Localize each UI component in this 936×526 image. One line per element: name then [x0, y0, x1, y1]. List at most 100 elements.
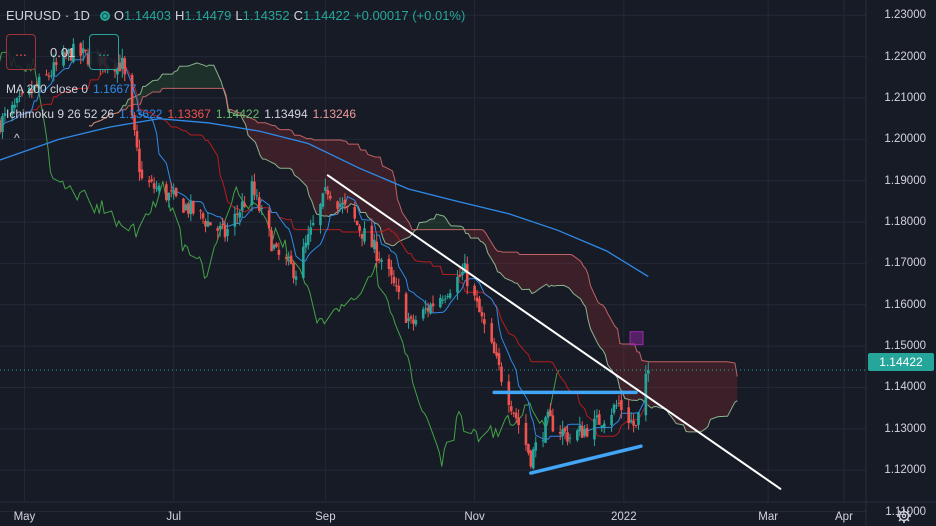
candle-body — [346, 206, 349, 208]
ichimoku-legend[interactable]: Ichimoku 9 26 52 26 1.13622 1.13367 1.14422… — [6, 107, 361, 121]
candle-body — [221, 223, 224, 225]
candle-body — [275, 243, 278, 247]
candle-body — [328, 195, 332, 199]
candlesticks — [0, 38, 650, 470]
candle-body — [277, 249, 281, 255]
candle-body — [150, 179, 153, 182]
candle-body — [20, 93, 24, 95]
drawings[interactable] — [326, 174, 782, 490]
candle-body — [429, 304, 432, 314]
candle-body — [133, 115, 136, 131]
cloud-fill — [223, 88, 417, 246]
candle-body — [204, 220, 207, 227]
candle-body — [255, 195, 259, 197]
spread-value: 0.01 — [50, 45, 76, 60]
candle-body — [187, 203, 190, 214]
candle-body — [201, 213, 205, 219]
candle-body — [610, 414, 613, 426]
candle-body — [578, 425, 582, 432]
separator: · — [64, 8, 70, 23]
x-tick-label: 2022 — [611, 511, 637, 523]
candle-body — [509, 406, 513, 412]
candle-body — [458, 274, 462, 277]
symbol-name[interactable]: EURUSD — [6, 8, 61, 23]
candle-body — [541, 440, 545, 442]
candle-body — [441, 299, 445, 301]
candle-body — [50, 75, 53, 77]
candle-body — [64, 52, 68, 56]
candle-body — [463, 262, 467, 274]
candle-body — [302, 246, 305, 278]
candle-body — [517, 417, 520, 426]
candle-body — [123, 58, 127, 75]
collapse-legend-button[interactable]: ^ — [14, 131, 20, 145]
ichimoku-label: Ichimoku 9 26 52 26 — [6, 107, 115, 121]
candle-body — [490, 323, 494, 343]
candle-body — [284, 257, 288, 259]
candle-body — [646, 370, 650, 374]
candle-body — [233, 213, 237, 227]
candle-body — [426, 307, 430, 312]
candle-body — [199, 210, 202, 212]
ma-legend[interactable]: MA 200 close 0 1.16677 — [6, 82, 141, 96]
candle-body — [617, 402, 621, 404]
candle-body — [497, 353, 501, 365]
candle-body — [563, 427, 567, 432]
candle-body — [250, 181, 254, 205]
candle-body — [189, 200, 193, 215]
buy-button[interactable]: ... — [89, 34, 119, 70]
interval-label[interactable]: 1D — [73, 8, 90, 23]
candle-body — [209, 222, 212, 226]
candle-body — [480, 312, 484, 317]
candle-body — [443, 298, 447, 300]
candle-body — [620, 400, 623, 411]
high-value: 1.14479 — [184, 8, 232, 23]
candle-body — [130, 75, 134, 116]
candle-body — [412, 319, 415, 324]
ichimoku-lead2-value: 1.13246 — [312, 107, 357, 121]
trendline-rising-support — [529, 444, 643, 475]
candle-body — [79, 43, 83, 56]
candle-body — [360, 233, 364, 239]
candle-body — [561, 429, 564, 436]
candle-body — [182, 198, 185, 213]
x-tick-label: Jul — [166, 511, 182, 523]
candle-body — [600, 425, 604, 428]
candle-body — [272, 244, 276, 249]
ichimoku-conversion-value: 1.13622 — [119, 107, 163, 121]
candle-body — [240, 201, 244, 211]
candle-body — [238, 212, 242, 218]
open-value: 1.14403 — [124, 8, 171, 23]
candle-body — [324, 187, 327, 191]
candle-body — [448, 293, 452, 298]
candle-body — [258, 197, 261, 211]
candle-body — [253, 181, 256, 195]
sell-button[interactable]: ... — [6, 34, 36, 70]
y-tick-label: 1.21000 — [884, 92, 926, 104]
gear-icon[interactable] — [896, 508, 912, 524]
candle-body — [409, 316, 413, 319]
candle-body — [585, 428, 589, 437]
candle-body — [439, 297, 442, 308]
candle-body — [558, 431, 562, 434]
candle-body — [62, 51, 65, 66]
symbol-header: EURUSD · 1D O1.14403 H1.14479 L1.14352 C1.1442… — [6, 8, 469, 23]
candle-body — [3, 113, 7, 116]
x-tick-label: Sep — [315, 511, 336, 523]
last-price-tag: 1.14422 — [868, 353, 934, 371]
candle-body — [492, 341, 496, 354]
candle-body — [157, 185, 161, 191]
candle-body — [593, 418, 596, 440]
candle-body — [169, 190, 173, 192]
candle-body — [218, 225, 222, 230]
candle-body — [226, 229, 229, 236]
marker-box — [629, 331, 644, 346]
candle-body — [500, 366, 503, 382]
ichimoku-base-value: 1.13367 — [167, 107, 211, 121]
y-tick-label: 1.20000 — [884, 133, 926, 146]
candle-body — [289, 255, 293, 264]
candle-body — [28, 87, 31, 95]
cloud-fill — [465, 229, 738, 432]
